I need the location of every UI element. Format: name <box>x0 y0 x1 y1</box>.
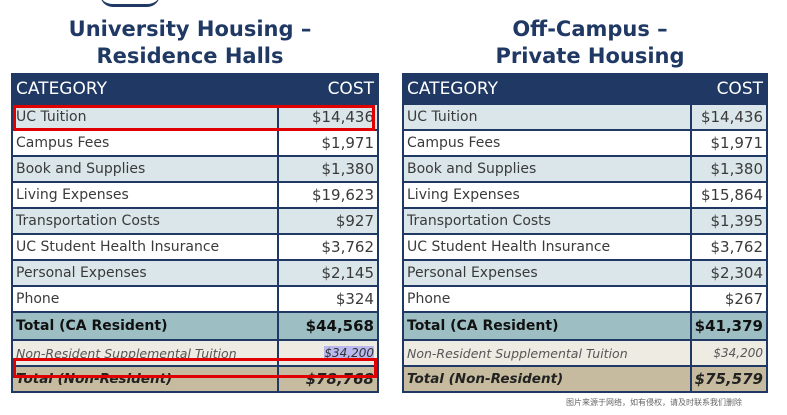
table-row: Living Expenses $15,864 <box>402 181 769 209</box>
category-cell: Living Expenses <box>402 181 692 209</box>
category-cell: Campus Fees <box>402 129 692 157</box>
table-header-row: CATEGORY COST <box>11 73 379 105</box>
category-cell: Book and Supplies <box>11 155 279 183</box>
total-nonresident-label: Total (Non-Resident) <box>402 365 692 393</box>
total-value: $44,568 <box>277 311 379 341</box>
category-cell: UC Student Health Insurance <box>402 233 692 261</box>
table-row: Personal Expenses $2,145 <box>11 259 379 287</box>
category-column-header: CATEGORY <box>11 73 279 105</box>
category-cell: Personal Expenses <box>402 259 692 287</box>
category-cell: Transportation Costs <box>402 207 692 235</box>
decorative-arc <box>100 0 160 7</box>
table-row: Living Expenses $19,623 <box>11 181 379 209</box>
table-row: UC Tuition $14,436 <box>11 103 379 131</box>
table-row: Campus Fees $1,971 <box>11 129 379 157</box>
cost-cell: $2,304 <box>689 259 769 287</box>
cost-cell: $927 <box>277 207 379 235</box>
category-cell: Book and Supplies <box>402 155 692 183</box>
heading-line: Residence Halls <box>96 44 284 68</box>
watermark-text: 图片来源于网络，如有侵权，请及时联系我们删除 <box>566 397 742 408</box>
total-nonresident-label: Total (Non-Resident) <box>11 365 279 393</box>
cost-cell: $3,762 <box>277 233 379 261</box>
category-cell: Phone <box>11 285 279 313</box>
total-value: $41,379 <box>689 311 769 341</box>
total-label: Total (CA Resident) <box>11 311 279 341</box>
private-housing-cost-table: CATEGORY COST UC Tuition $14,436 Campus … <box>402 73 769 393</box>
total-nonresident-row: Total (Non-Resident) $75,579 <box>402 365 769 393</box>
total-resident-row: Total (CA Resident) $44,568 <box>11 311 379 341</box>
nonresident-supplemental-row: Non-Resident Supplemental Tuition $34,20… <box>402 339 769 367</box>
category-cell: Personal Expenses <box>11 259 279 287</box>
residence-halls-cost-table: CATEGORY COST UC Tuition $14,436 Campus … <box>11 73 379 393</box>
heading-line: Off-Campus – <box>512 17 668 41</box>
table-row: Phone $324 <box>11 285 379 313</box>
heading-line: University Housing – <box>68 17 312 41</box>
category-cell: Living Expenses <box>11 181 279 209</box>
table-row: Book and Supplies $1,380 <box>11 155 379 183</box>
cost-cell: $1,380 <box>277 155 379 183</box>
cost-cell: $267 <box>689 285 769 313</box>
category-cell: UC Tuition <box>11 103 279 131</box>
cost-column-header: COST <box>689 73 769 105</box>
cost-cell: $15,864 <box>689 181 769 209</box>
cost-cell: $14,436 <box>277 103 379 131</box>
nonresident-supplemental-value: $34,200 <box>277 339 379 367</box>
category-column-header: CATEGORY <box>402 73 692 105</box>
table-row: UC Student Health Insurance $3,762 <box>11 233 379 261</box>
residence-halls-heading: University Housing – Residence Halls <box>40 16 340 70</box>
total-label: Total (CA Resident) <box>402 311 692 341</box>
total-resident-row: Total (CA Resident) $41,379 <box>402 311 769 341</box>
cost-column-header: COST <box>277 73 379 105</box>
category-cell: Transportation Costs <box>11 207 279 235</box>
cost-cell: $1,395 <box>689 207 769 235</box>
cost-cell: $1,380 <box>689 155 769 183</box>
table-row: Book and Supplies $1,380 <box>402 155 769 183</box>
cost-cell: $19,623 <box>277 181 379 209</box>
total-nonresident-value: $78,768 <box>277 365 379 393</box>
cost-cell: $3,762 <box>689 233 769 261</box>
category-cell: UC Tuition <box>402 103 692 131</box>
nonresident-supplemental-value: $34,200 <box>689 339 769 367</box>
category-cell: Campus Fees <box>11 129 279 157</box>
cost-cell: $14,436 <box>689 103 769 131</box>
table-row: UC Student Health Insurance $3,762 <box>402 233 769 261</box>
category-cell: Phone <box>402 285 692 313</box>
cost-cell: $1,971 <box>277 129 379 157</box>
table-row: Campus Fees $1,971 <box>402 129 769 157</box>
heading-line: Private Housing <box>495 44 685 68</box>
table-row: UC Tuition $14,436 <box>402 103 769 131</box>
table-row: Transportation Costs $927 <box>11 207 379 235</box>
table-header-row: CATEGORY COST <box>402 73 769 105</box>
nonresident-supplemental-row: Non-Resident Supplemental Tuition $34,20… <box>11 339 379 367</box>
category-cell: UC Student Health Insurance <box>11 233 279 261</box>
cost-cell: $1,971 <box>689 129 769 157</box>
total-nonresident-row: Total (Non-Resident) $78,768 <box>11 365 379 393</box>
total-nonresident-value: $75,579 <box>689 365 769 393</box>
table-row: Transportation Costs $1,395 <box>402 207 769 235</box>
nonresident-supplemental-label: Non-Resident Supplemental Tuition <box>402 339 692 367</box>
nonresident-supplemental-label: Non-Resident Supplemental Tuition <box>11 339 279 367</box>
off-campus-heading: Off-Campus – Private Housing <box>440 16 740 70</box>
table-row: Personal Expenses $2,304 <box>402 259 769 287</box>
cost-cell: $2,145 <box>277 259 379 287</box>
table-row: Phone $267 <box>402 285 769 313</box>
cost-cell: $324 <box>277 285 379 313</box>
selected-amount[interactable]: $34,200 <box>324 346 374 360</box>
